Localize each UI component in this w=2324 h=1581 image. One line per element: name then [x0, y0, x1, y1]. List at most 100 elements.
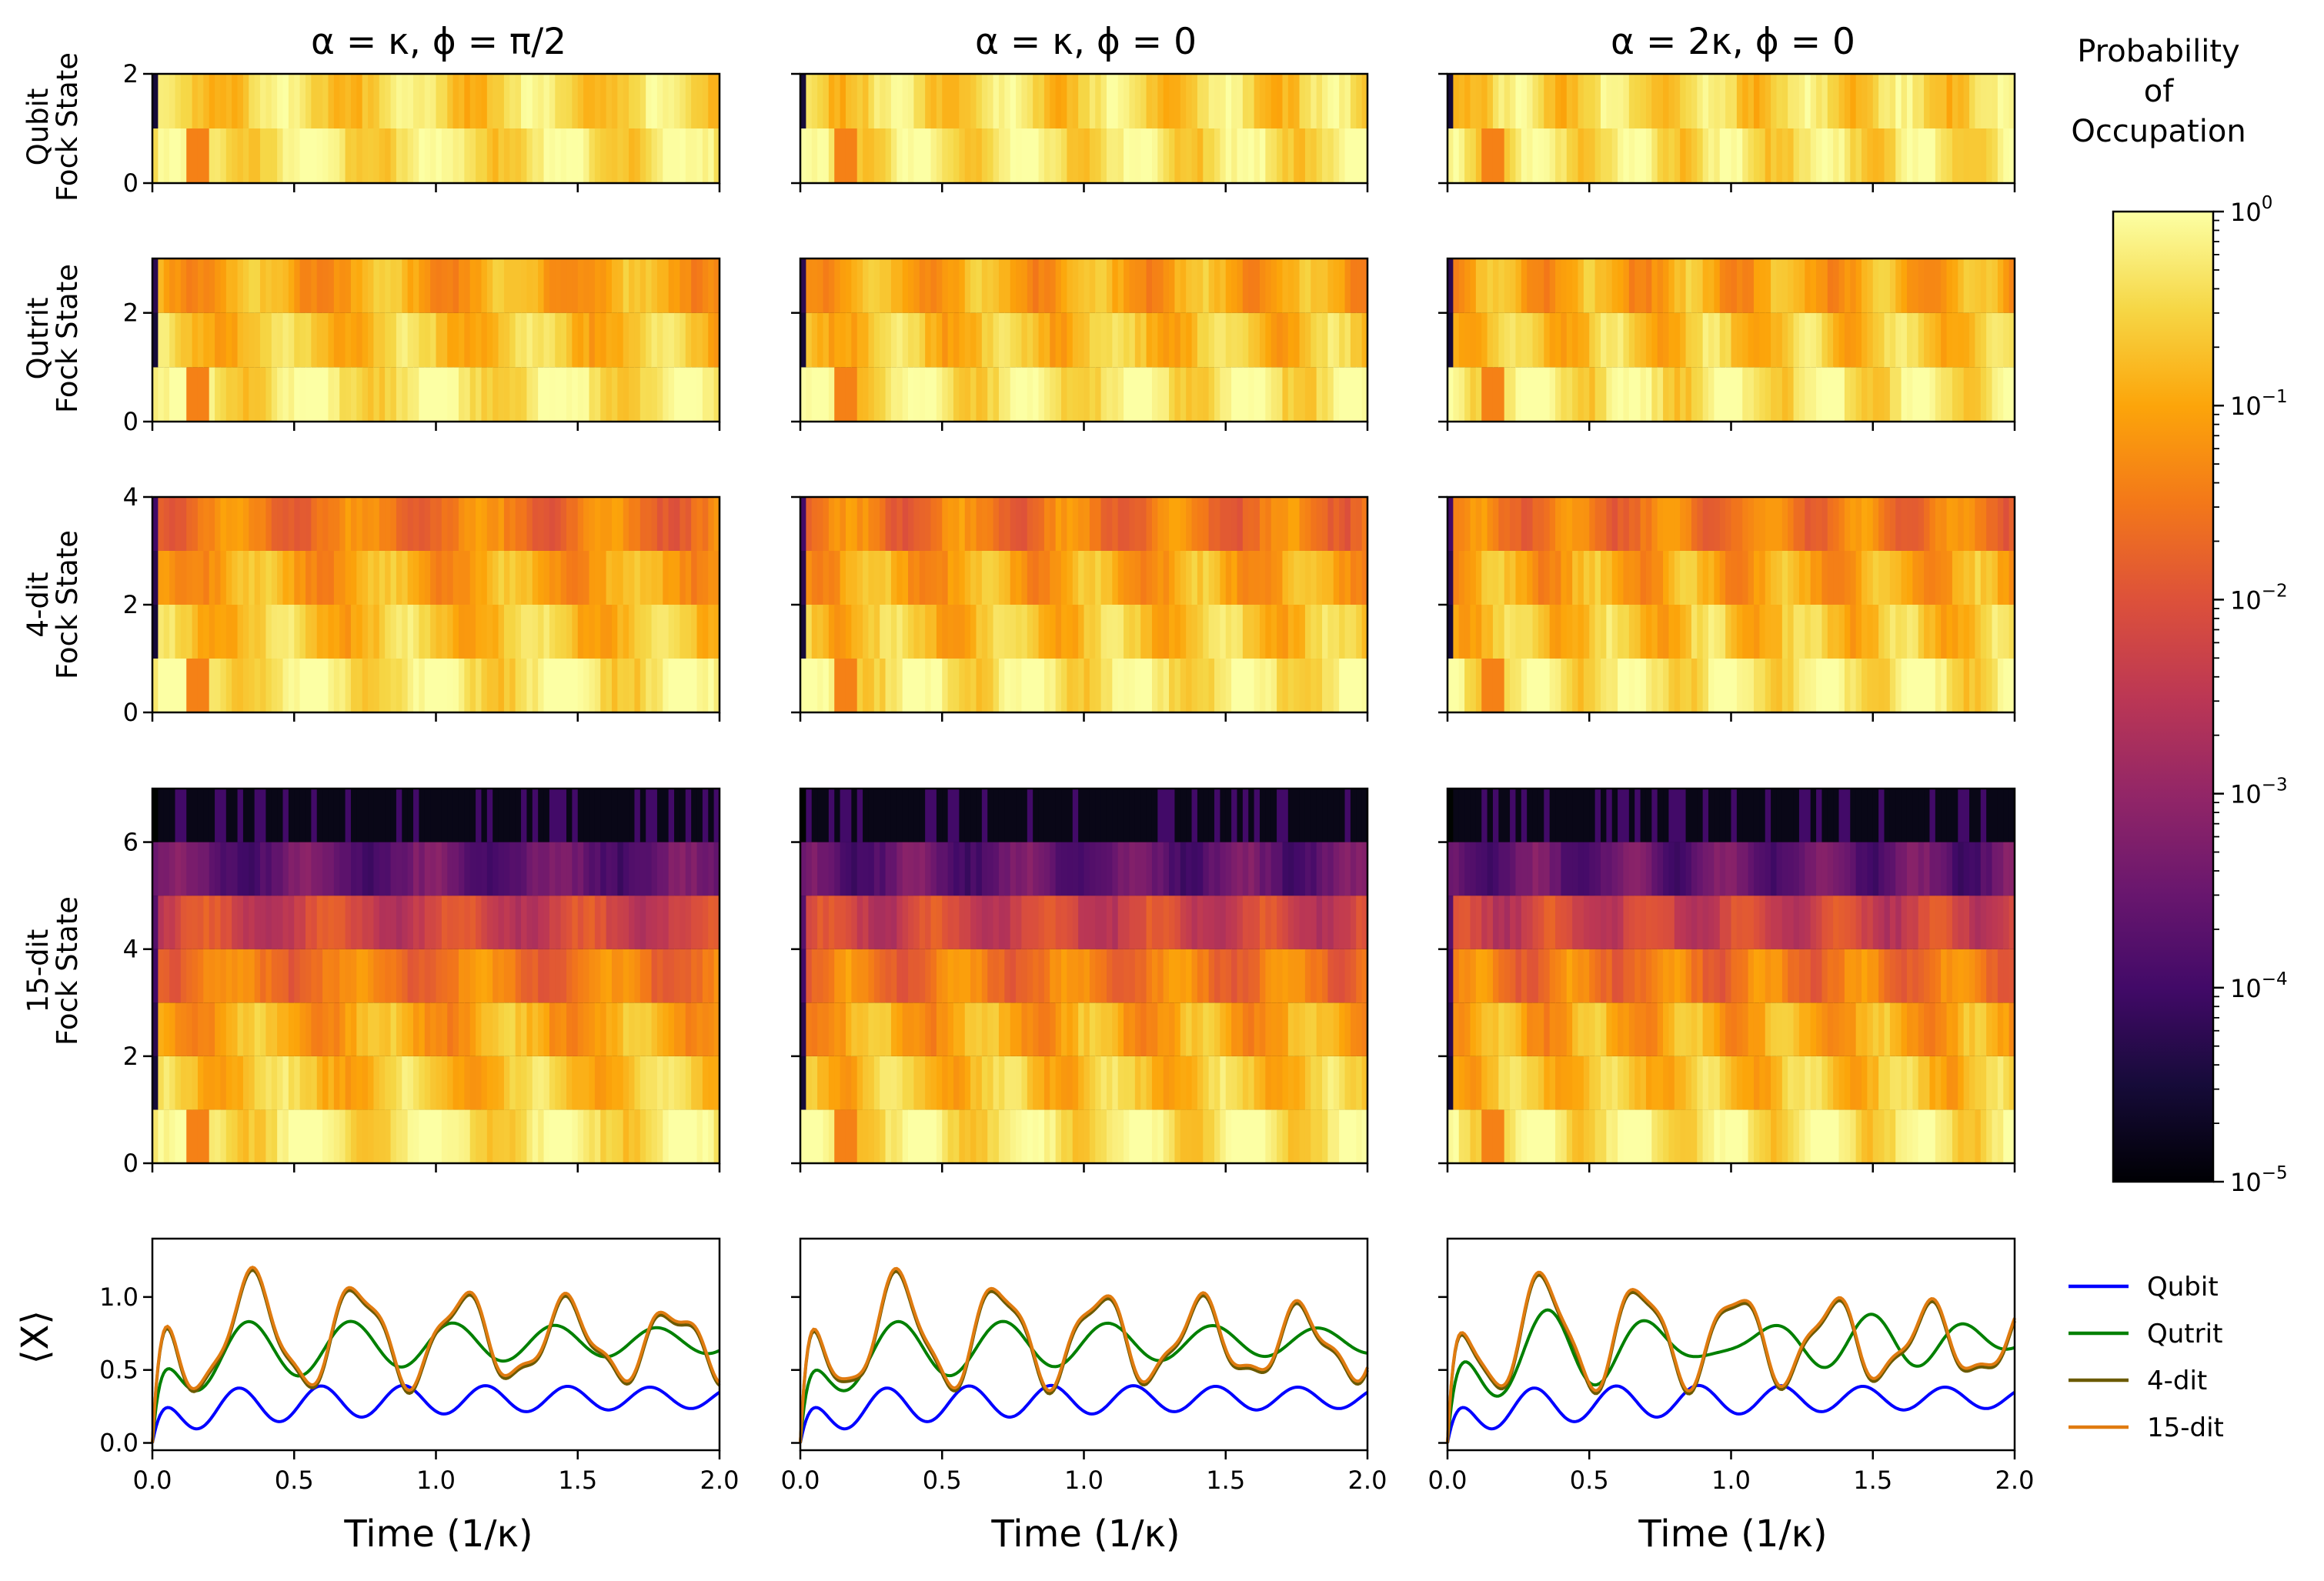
- heat-cell: [1935, 497, 1942, 551]
- heat-cell: [1492, 842, 1499, 896]
- heat-cell: [629, 842, 636, 896]
- heat-cell: [1634, 659, 1641, 712]
- heat-cell: [863, 74, 870, 128]
- heat-cell: [800, 1056, 806, 1110]
- heat-cell: [1464, 842, 1471, 896]
- heat-cell: [1771, 74, 1778, 128]
- heat-cell: [1855, 1002, 1862, 1056]
- heat-cell: [265, 74, 272, 128]
- heat-cell: [708, 551, 715, 605]
- heat-cell: [430, 128, 437, 183]
- heat-cell: [1958, 659, 1965, 712]
- heat-cell: [424, 842, 431, 896]
- heat-cell: [1157, 312, 1164, 368]
- heat-cell: [1231, 128, 1238, 183]
- heat-cell: [925, 258, 932, 313]
- heat-cell: [430, 258, 437, 313]
- heat-cell: [1254, 1002, 1261, 1056]
- heat-cell: [1220, 128, 1227, 183]
- heat-cell: [322, 896, 329, 949]
- heat-cell: [1549, 1109, 1556, 1163]
- heat-cell: [1952, 842, 1958, 896]
- heat-cell: [1618, 949, 1624, 1003]
- heat-cell: [1214, 74, 1220, 128]
- heat-cell: [1742, 367, 1749, 422]
- fock-level-2-band: [1447, 258, 2015, 313]
- heat-cell: [1078, 497, 1085, 551]
- heat-cell: [1242, 1109, 1249, 1163]
- heat-cell: [1912, 367, 1919, 422]
- heat-cell: [919, 789, 926, 842]
- heat-cell: [1356, 128, 1363, 183]
- heat-cell: [1963, 258, 1970, 313]
- heat-cell: [1628, 659, 1635, 712]
- heat-cell: [890, 497, 897, 551]
- heat-cell: [1481, 128, 1488, 183]
- heat-cell: [1969, 74, 1976, 128]
- heat-cell: [1458, 949, 1465, 1003]
- heat-cell: [186, 551, 193, 605]
- heat-cell: [220, 128, 227, 183]
- heat-cell: [328, 497, 335, 551]
- heat-cell: [1327, 1109, 1334, 1163]
- heat-cell: [1344, 896, 1351, 949]
- heat-cell: [311, 1056, 318, 1110]
- heat-cell: [589, 312, 596, 368]
- heat-cell: [237, 258, 244, 313]
- heat-cell: [1884, 258, 1891, 313]
- heat-cell: [265, 497, 272, 551]
- heat-cell: [1180, 949, 1187, 1003]
- heat-cell: [458, 128, 465, 183]
- heat-cell: [1100, 551, 1107, 605]
- heat-cell: [447, 128, 454, 183]
- heat-cell: [356, 128, 363, 183]
- heat-cell: [1714, 551, 1721, 605]
- heat-cell: [1685, 367, 1692, 422]
- heat-cell: [350, 551, 357, 605]
- heat-cell: [1106, 659, 1113, 712]
- heat-cell: [981, 312, 988, 368]
- heat-cell: [1361, 659, 1368, 712]
- heat-cell: [1929, 789, 1936, 842]
- heat-cell: [220, 367, 227, 422]
- heat-cell: [424, 1109, 431, 1163]
- heat-cell: [1781, 1109, 1788, 1163]
- heat-cell: [1095, 258, 1102, 313]
- heat-cell: [1112, 551, 1119, 605]
- heat-cell: [1237, 128, 1244, 183]
- heat-cell: [680, 659, 686, 712]
- heat-cell: [913, 312, 920, 368]
- heat-cell: [1475, 74, 1482, 128]
- heat-cell: [339, 789, 346, 842]
- heat-cell: [863, 1056, 870, 1110]
- heat-cell: [1952, 367, 1958, 422]
- heat-cell: [823, 367, 830, 422]
- heat-cell: [908, 842, 914, 896]
- heat-cell: [242, 74, 249, 128]
- heat-cell: [436, 1056, 442, 1110]
- heat-cell: [1208, 842, 1215, 896]
- heat-cell: [1492, 1109, 1499, 1163]
- heat-cell: [368, 74, 375, 128]
- heat-cell: [1316, 1002, 1323, 1056]
- heat-cell: [543, 1056, 550, 1110]
- heat-cell: [333, 605, 340, 659]
- heat-cell: [1084, 949, 1090, 1003]
- heat-cell: [368, 1109, 375, 1163]
- heat-cell: [1674, 659, 1681, 712]
- heat-cell: [503, 128, 510, 183]
- heat-cell: [1344, 842, 1351, 896]
- heat-cell: [1078, 842, 1085, 896]
- heat-cell: [509, 312, 516, 368]
- heat-cell: [1827, 74, 1834, 128]
- heat-cell: [1010, 1002, 1017, 1056]
- heat-cell: [1129, 949, 1136, 1003]
- heat-cell: [1231, 1002, 1238, 1056]
- heat-cell: [1316, 128, 1323, 183]
- heat-cell: [1941, 128, 1948, 183]
- heat-cell: [1663, 497, 1670, 551]
- heat-cell: [1504, 74, 1511, 128]
- heat-cell: [1759, 258, 1766, 313]
- heat-cell: [543, 659, 550, 712]
- heat-cell: [629, 1109, 636, 1163]
